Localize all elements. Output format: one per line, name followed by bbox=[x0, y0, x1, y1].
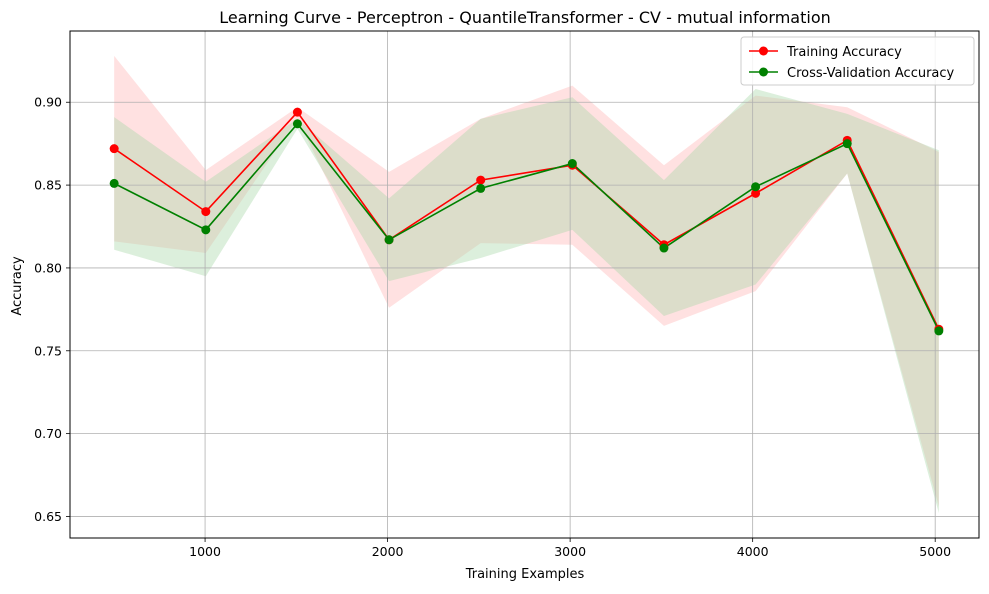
cv-data-point bbox=[842, 139, 852, 149]
training-data-point bbox=[109, 144, 119, 154]
legend-training-marker bbox=[759, 46, 768, 56]
training-data-point bbox=[476, 175, 486, 185]
cv-accuracy-line bbox=[113, 122, 940, 332]
cv-data-point bbox=[567, 159, 577, 169]
cv-data-point bbox=[109, 178, 119, 188]
training-data-point bbox=[292, 107, 302, 117]
y-tick-label: 0.85 bbox=[34, 178, 62, 193]
y-tick-label: 0.65 bbox=[34, 509, 62, 524]
cv-std-band bbox=[114, 88, 939, 514]
training-std-band bbox=[114, 55, 939, 507]
training-data-point bbox=[751, 188, 761, 198]
plot-frame bbox=[69, 30, 980, 539]
x-tick-label: 3000 bbox=[554, 544, 586, 559]
x-tick-label: 1000 bbox=[189, 544, 221, 559]
cv-data-point bbox=[934, 326, 944, 336]
x-axis-title: Training Examples bbox=[465, 567, 585, 582]
chart-title: Learning Curve - Perceptron - QuantileTr… bbox=[219, 8, 831, 27]
series-points bbox=[109, 107, 944, 336]
x-tick-label: 5000 bbox=[919, 544, 951, 559]
cv-data-point bbox=[201, 225, 211, 235]
series-lines bbox=[113, 110, 940, 332]
cv-data-point bbox=[292, 119, 302, 129]
confidence-bands bbox=[114, 55, 939, 514]
x-axis-ticks: 1000 2000 3000 4000 5000 bbox=[189, 538, 951, 559]
y-tick-label: 0.75 bbox=[34, 343, 62, 358]
grid-lines bbox=[70, 31, 979, 538]
training-accuracy-line bbox=[113, 110, 940, 330]
legend-training-label: Training Accuracy bbox=[786, 45, 902, 60]
y-axis-title: Accuracy bbox=[10, 256, 25, 316]
cv-data-point bbox=[476, 183, 486, 193]
cv-data-point bbox=[659, 243, 669, 253]
y-tick-label: 0.80 bbox=[34, 260, 62, 275]
y-tick-label: 0.70 bbox=[34, 426, 62, 441]
y-tick-label: 0.90 bbox=[34, 95, 62, 110]
x-tick-label: 4000 bbox=[737, 544, 769, 559]
legend: Training Accuracy Cross-Validation Accur… bbox=[740, 36, 975, 86]
legend-box bbox=[740, 36, 975, 86]
x-tick-label: 2000 bbox=[372, 544, 404, 559]
cv-data-point bbox=[384, 235, 394, 245]
legend-cv-label: Cross-Validation Accuracy bbox=[787, 66, 955, 81]
legend-cv-marker bbox=[759, 67, 768, 77]
training-data-point bbox=[201, 207, 211, 217]
cv-data-point bbox=[751, 182, 761, 192]
y-axis-ticks: 0.65 0.70 0.75 0.80 0.85 0.90 bbox=[34, 95, 70, 524]
